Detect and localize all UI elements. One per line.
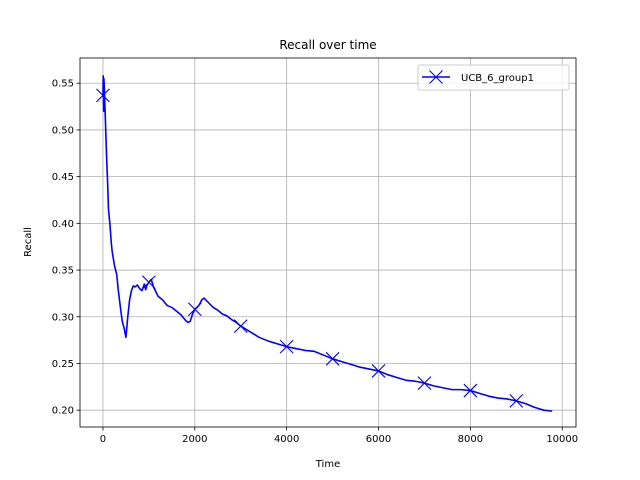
- y-tick-label: 0.20: [52, 406, 74, 417]
- chart-title: Recall over time: [279, 38, 376, 52]
- data-point-marker: [96, 88, 110, 103]
- x-tick-label: 6000: [366, 434, 391, 445]
- marker-layer: [96, 88, 524, 408]
- legend-x-marker: [429, 70, 443, 84]
- y-axis-label: Recall: [23, 227, 34, 257]
- x-tick-label: 0: [100, 434, 106, 445]
- data-point-marker: [463, 383, 478, 398]
- data-point-marker: [141, 275, 156, 290]
- ticks: 0 2000 4000 6000 8000 10000 0.20 0.25 0.30 0.35 0.…: [52, 79, 578, 445]
- legend: UCB_6_group1: [417, 64, 570, 91]
- data-point-marker: [417, 376, 432, 390]
- y-tick-label: 0.30: [52, 312, 74, 323]
- y-tick-label: 0.25: [52, 359, 74, 370]
- x-tick-label: 2000: [182, 434, 207, 445]
- x-tick-label: 8000: [458, 434, 483, 445]
- data-point-marker: [187, 302, 202, 317]
- grid: [80, 58, 576, 427]
- y-tick-label: 0.50: [52, 125, 74, 136]
- data-point-marker: [371, 364, 386, 378]
- plot-frame: [79, 57, 577, 428]
- y-tick-label: 0.35: [52, 266, 74, 277]
- legend-marker-glyph: [429, 70, 443, 84]
- legend-label: UCB_6_group1: [461, 73, 534, 84]
- y-tick-label: 0.55: [52, 79, 74, 90]
- data-point-marker: [325, 351, 340, 366]
- y-tick-label: 0.45: [52, 172, 74, 183]
- data-point-marker: [233, 319, 248, 333]
- data-point-marker: [509, 393, 524, 408]
- x-axis-label: Time: [315, 459, 340, 470]
- x-tick-label: 4000: [274, 434, 299, 445]
- x-tick-label: 10000: [546, 434, 578, 445]
- y-tick-label: 0.40: [52, 219, 74, 230]
- data-point-marker: [279, 339, 294, 354]
- legend-box: [417, 64, 570, 91]
